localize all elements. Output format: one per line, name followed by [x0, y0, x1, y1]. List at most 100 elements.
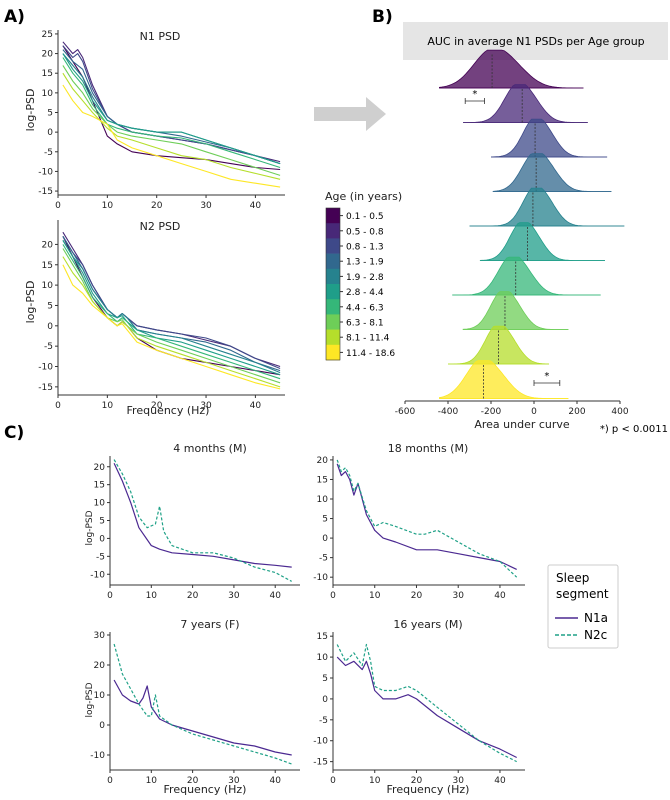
- series-line-0-1-0-5: [62, 45, 281, 171]
- age-color-swatch: [326, 299, 340, 315]
- x-tick-label: 10: [369, 776, 381, 786]
- y-tick-label: 20: [42, 50, 54, 60]
- ridge-density: [469, 187, 625, 227]
- y-tick-label: 10: [94, 499, 106, 509]
- y-tick-label: 10: [42, 89, 54, 99]
- age-legend-label: 11.4 - 18.6: [346, 349, 395, 359]
- age-legend-items: 0.1 - 0.5 0.5 - 0.8 0.8 - 1.3 1.3 - 1.9 1.9 …: [325, 207, 395, 361]
- age-color-swatch: [326, 208, 340, 224]
- age-legend-label: 0.5 - 0.8: [346, 227, 384, 237]
- y-tick-label: 10: [317, 495, 329, 505]
- y-tick-label: 5: [99, 517, 105, 527]
- x-tick-label: 0: [531, 407, 537, 417]
- ind-16y-ticks: 0 10 20 30 40 -15 -10 -5 0 5 10 15: [313, 632, 506, 786]
- ind-7y-title: 7 years (F): [180, 618, 239, 631]
- ind-4m-chart: 4 months (M) log-PSD 0 10 20 30 40 -10 -5 0 5 10 1…: [85, 442, 300, 601]
- x-tick-label: 0: [330, 776, 336, 786]
- x-tick-label: 40: [250, 401, 262, 411]
- x-tick-label: 10: [102, 201, 114, 211]
- y-tick-label: 30: [94, 631, 106, 641]
- auc-title: AUC in average N1 PSDs per Age group: [427, 35, 644, 48]
- auc-ticks: -600 -400 -200 0 200 400: [395, 401, 629, 417]
- x-tick-label: 20: [187, 591, 199, 601]
- y-tick-label: 5: [47, 109, 53, 119]
- x-tick-label: -200: [481, 407, 502, 417]
- y-tick-label: 20: [317, 456, 329, 466]
- series-line-0-8-1-3: [62, 45, 281, 165]
- y-tick-label: -10: [90, 570, 105, 580]
- y-tick-label: 0: [322, 695, 328, 705]
- n1-psd-chart: N1 PSD log-PSD 0 10 20 30 40 -15 -10 -5 0 5 10 15 20…: [24, 30, 285, 211]
- n2-psd-xlabel: Frequency (Hz): [127, 404, 210, 417]
- x-tick-label: 20: [411, 591, 423, 601]
- y-tick-label: 0: [322, 534, 328, 544]
- age-legend-title: Age (in years): [325, 190, 402, 203]
- y-tick-label: 20: [94, 463, 106, 473]
- significance-star: *: [472, 89, 477, 100]
- series-line-8-1-11-4: [62, 72, 281, 180]
- x-tick-label: 40: [269, 591, 281, 601]
- x-tick-label: -600: [395, 407, 416, 417]
- series-line-6-3-8-1: [62, 65, 281, 176]
- y-tick-label: -15: [313, 758, 328, 768]
- panel-label-b: B): [372, 7, 393, 27]
- y-tick-label: -10: [38, 167, 53, 177]
- ind-16y-chart: 16 years (M) 0 10 20 30 40 -15 -10 -5 0 5 10 15 Fre…: [313, 618, 525, 796]
- n2-psd-ylabel: log-PSD: [24, 281, 37, 324]
- x-tick-label: 0: [55, 401, 61, 411]
- x-tick-label: 40: [250, 201, 262, 211]
- series-line-4-4-6-3: [62, 57, 281, 169]
- auc-ridges: **: [439, 49, 625, 399]
- ind-18m-chart: 18 months (M) 0 10 20 30 40 -10 -5 0 5 10 15 20: [313, 442, 525, 601]
- series-line-n1a: [113, 462, 292, 568]
- series-line-n1a: [336, 463, 517, 570]
- y-tick-label: 15: [317, 475, 328, 485]
- y-tick-label: -5: [44, 342, 53, 352]
- x-tick-label: 400: [611, 407, 628, 417]
- right-arrow-icon: [314, 97, 386, 131]
- ridge-density: [463, 84, 588, 123]
- y-tick-label: 25: [42, 30, 53, 40]
- y-tick-label: 15: [42, 69, 53, 79]
- x-tick-label: 0: [330, 591, 336, 601]
- y-tick-label: -5: [96, 552, 105, 562]
- age-color-swatch: [326, 253, 340, 270]
- age-legend-label: 0.1 - 0.5: [346, 212, 384, 222]
- x-tick-label: 10: [146, 776, 158, 786]
- ind-16y-lines: [336, 643, 517, 763]
- y-tick-label: 10: [42, 281, 54, 291]
- ind-7y-xlabel: Frequency (Hz): [164, 783, 247, 796]
- ind-4m-title: 4 months (M): [173, 442, 247, 455]
- y-tick-label: -5: [319, 716, 328, 726]
- series-line-n2c: [113, 643, 292, 765]
- sleep-legend-title-2: segment: [556, 587, 609, 601]
- x-tick-label: 20: [151, 201, 163, 211]
- ridge-density: [452, 256, 601, 296]
- auc-ridgeline-chart: AUC in average N1 PSDs per Age group ** …: [395, 22, 668, 435]
- n1-psd-lines: [62, 41, 281, 188]
- series-line-8-1-11-4: [62, 256, 281, 388]
- age-legend-label: 1.9 - 2.8: [346, 273, 384, 283]
- sleep-legend-title-1: Sleep: [556, 571, 589, 585]
- x-tick-label: 30: [200, 201, 212, 211]
- significance-star: *: [544, 371, 549, 382]
- x-tick-label: 20: [151, 401, 163, 411]
- age-color-swatch: [326, 284, 340, 300]
- age-color-swatch: [326, 223, 340, 239]
- x-tick-label: 30: [228, 776, 240, 786]
- y-tick-label: -10: [313, 573, 328, 583]
- ind-7y-chart: 7 years (F) log-PSD 0 10 20 30 40-100102030 …: [85, 618, 300, 796]
- series-line-2-8-4-4: [62, 53, 281, 165]
- age-color-swatch: [326, 268, 340, 285]
- y-tick-label: 15: [317, 632, 328, 642]
- age-legend-label: 4.4 - 6.3: [346, 303, 384, 313]
- x-tick-label: 40: [494, 591, 506, 601]
- x-tick-label: -400: [438, 407, 459, 417]
- ridge-density: [479, 222, 605, 261]
- auc-title-box: [403, 22, 668, 60]
- x-tick-label: 0: [107, 776, 113, 786]
- y-tick-label: -15: [38, 187, 53, 197]
- x-tick-label: 10: [369, 591, 381, 601]
- y-tick-label: -5: [44, 148, 53, 158]
- series-line-11-4-18-6: [62, 84, 281, 188]
